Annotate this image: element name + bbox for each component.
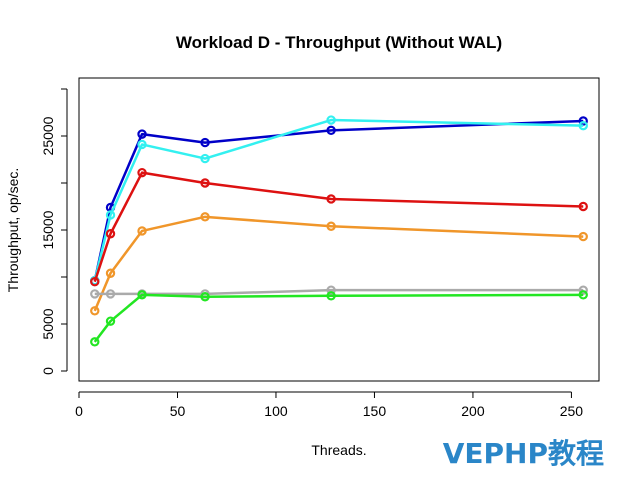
data-point (90, 277, 100, 287)
plot-frame (78, 77, 600, 382)
x-tick-label: 200 (461, 403, 485, 419)
x-tick-label: 250 (560, 403, 584, 419)
series-line (93, 215, 584, 312)
y-tick-label: 0 (40, 367, 56, 375)
series-4 (90, 212, 588, 316)
series-line (94, 288, 584, 296)
watermark: VEPHP教程 (442, 437, 604, 470)
data-point (105, 229, 116, 239)
data-point (200, 178, 210, 188)
data-point (90, 306, 100, 316)
x-axis-label: Threads. (311, 442, 366, 458)
data-point (578, 201, 588, 212)
data-point (105, 289, 116, 299)
series-3 (90, 167, 588, 287)
data-point (200, 292, 210, 302)
data-point (326, 291, 336, 301)
data-point (105, 210, 116, 220)
series-6 (90, 290, 588, 347)
series-line (93, 119, 584, 282)
y-tick-label: 15000 (40, 210, 56, 249)
data-point (90, 337, 100, 347)
y-axis-label: Throughput, op/sec. (5, 168, 21, 293)
data-point (200, 212, 210, 222)
data-point (326, 115, 336, 125)
data-point (326, 285, 336, 295)
x-tick-label: 50 (170, 403, 186, 419)
y-tick-label: 5000 (40, 308, 56, 339)
series-1 (90, 116, 588, 286)
data-point (326, 125, 336, 136)
series-line (93, 118, 584, 282)
x-tick-label: 150 (363, 403, 387, 419)
data-point (578, 120, 588, 131)
data-point (578, 231, 588, 242)
data-point (90, 289, 100, 299)
data-point (137, 226, 147, 236)
data-point (137, 139, 147, 150)
data-point (326, 194, 336, 204)
x-tick-label: 0 (75, 403, 83, 419)
data-point (578, 290, 588, 300)
data-point (326, 221, 336, 231)
data-point (137, 290, 147, 300)
x-axis: 0 50 100 150 200 250 (75, 391, 584, 419)
x-tick-label: 100 (264, 403, 288, 419)
chart-title: Workload D - Throughput (Without WAL) (176, 33, 502, 52)
data-point (105, 316, 116, 326)
data-point (200, 137, 210, 148)
y-axis: 0 5000 15000 25000 (40, 88, 68, 375)
series-line (93, 293, 584, 343)
data-point (200, 153, 210, 164)
data-point (137, 129, 147, 139)
data-point (578, 285, 588, 295)
series-layer (90, 115, 588, 347)
data-point (105, 268, 116, 278)
data-point (137, 167, 147, 178)
series-line (93, 171, 584, 283)
y-tick-label: 25000 (40, 116, 56, 155)
